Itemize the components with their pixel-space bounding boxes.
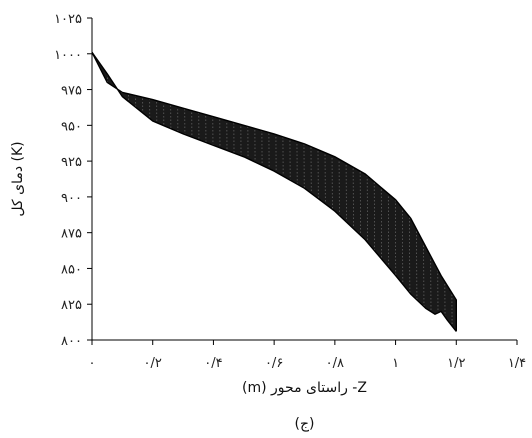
band-streak-40	[386, 52, 390, 332]
band-streak-18	[232, 52, 236, 332]
band-streak-23	[267, 52, 271, 332]
band-streak-4	[134, 52, 138, 332]
y-tick-label-2: ۸۵۰	[61, 262, 82, 277]
band-streak-0	[106, 52, 110, 332]
band-streak-12	[190, 52, 194, 332]
x-axis-ticks: ۰ ۰/۲ ۰/۴ ۰/۶ ۰/۸ ۱ ۱/۲ ۱/۴	[89, 340, 526, 371]
y-tick-label-4: ۹۰۰	[61, 191, 82, 206]
x-tick-label-2: ۰/۴	[204, 356, 222, 371]
temperature-band	[92, 52, 457, 332]
band-streak-39	[379, 52, 383, 332]
band-streak-13	[197, 52, 201, 332]
band-streak-15	[211, 52, 215, 332]
x-tick-label-7: ۱/۴	[508, 356, 526, 371]
y-tick-label-5: ۹۲۵	[61, 155, 82, 170]
band-streak-16	[218, 52, 222, 332]
band-streak-25	[281, 52, 285, 332]
y-axis-title: دمای کل (K)	[10, 141, 26, 216]
band-streak-2	[120, 52, 124, 332]
band-streak-3	[127, 52, 131, 332]
band-streak-42	[400, 52, 404, 332]
x-tick-label-4: ۰/۸	[326, 356, 344, 371]
band-streak-10	[176, 52, 180, 332]
x-tick-label-1: ۰/۲	[144, 356, 162, 371]
band-streak-6	[148, 52, 152, 332]
upper-envelope-line	[91, 51, 457, 332]
band-streak-19	[239, 52, 243, 332]
x-tick-label-3: ۰/۶	[265, 356, 283, 371]
band-streak-14	[204, 52, 208, 332]
band-streak-21	[253, 52, 257, 332]
band-streak-41	[393, 52, 397, 332]
y-tick-label-9: ۱۰۲۵	[54, 12, 82, 27]
y-tick-label-7: ۹۷۵	[61, 84, 82, 99]
y-axis-ticks: ۸۰۰ ۸۲۵ ۸۵۰ ۸۷۵ ۹۰۰ ۹۲۵ ۹۵۰ ۹۷۵ ۱۰۰۰ ۱۰۲۵	[54, 12, 92, 349]
band-streak-7	[155, 52, 159, 332]
y-tick-label-1: ۸۲۵	[61, 298, 82, 313]
figure-caption: (ج)	[295, 416, 315, 432]
band-streak-24	[274, 52, 278, 332]
x-axis-title: (m) راستای محور -Z	[242, 380, 367, 396]
lower-envelope-line	[91, 51, 457, 332]
x-tick-label-5: ۱	[392, 356, 399, 371]
band-streak-38	[372, 52, 376, 332]
band-streak-17	[225, 52, 229, 332]
band-streak-5	[141, 52, 145, 332]
band-streak-8	[162, 52, 166, 332]
y-tick-label-6: ۹۵۰	[61, 119, 82, 134]
y-tick-label-8: ۱۰۰۰	[54, 48, 82, 63]
plot-area	[91, 51, 457, 332]
band-streak-20	[246, 52, 250, 332]
x-tick-label-0: ۰	[89, 356, 96, 371]
band-streak-22	[260, 52, 264, 332]
band-streak-11	[183, 52, 187, 332]
y-tick-label-3: ۸۷۵	[61, 227, 82, 242]
x-tick-label-6: ۱/۲	[447, 356, 465, 371]
band-texture	[106, 52, 453, 332]
y-tick-label-0: ۸۰۰	[61, 334, 82, 349]
band-streak-1	[113, 52, 117, 332]
band-streak-9	[169, 52, 173, 332]
